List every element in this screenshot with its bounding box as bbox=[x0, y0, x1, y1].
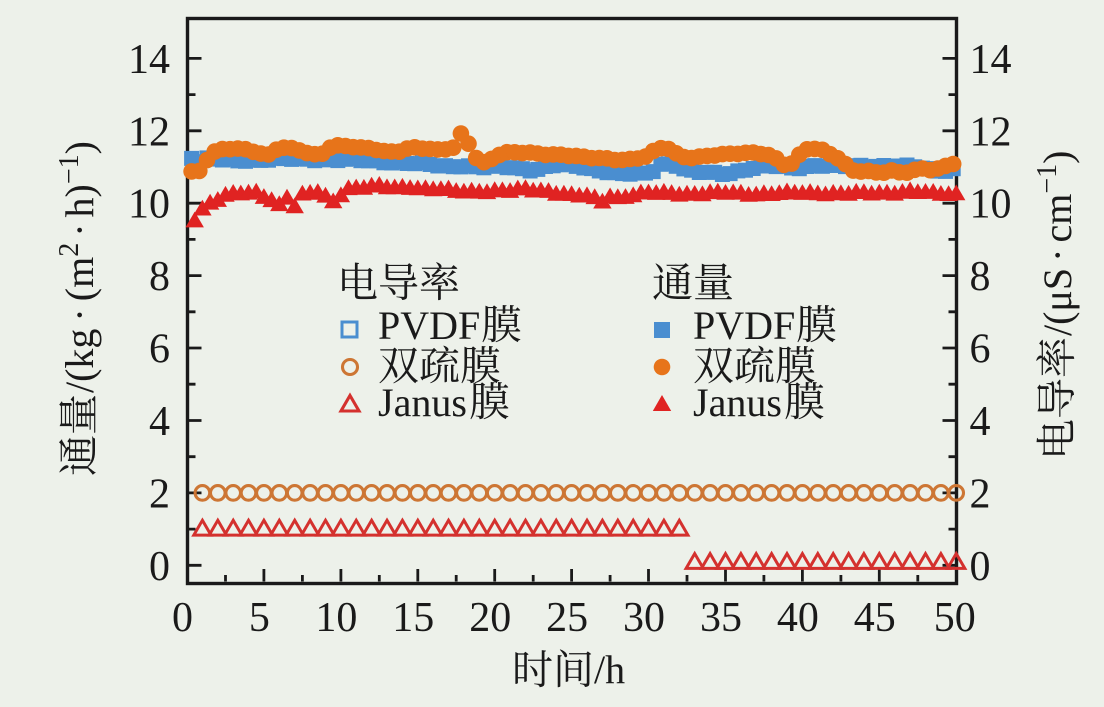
svg-text:4: 4 bbox=[970, 399, 991, 445]
svg-text:45: 45 bbox=[854, 595, 896, 641]
svg-text:PVDF: PVDF bbox=[378, 303, 480, 348]
svg-text:0: 0 bbox=[970, 544, 991, 590]
svg-text:PVDF: PVDF bbox=[693, 303, 795, 348]
svg-text:2: 2 bbox=[149, 471, 170, 517]
svg-text:/(kg·(m2·h)−1): /(kg·(m2·h)−1) bbox=[54, 141, 102, 393]
svg-text:Janus: Janus bbox=[693, 380, 782, 425]
svg-text:6: 6 bbox=[970, 327, 991, 373]
svg-text:0: 0 bbox=[149, 544, 170, 590]
svg-text:50: 50 bbox=[934, 595, 976, 641]
svg-text:8: 8 bbox=[970, 254, 991, 300]
svg-text:15: 15 bbox=[392, 595, 434, 641]
svg-text:25: 25 bbox=[546, 595, 588, 641]
svg-text:12: 12 bbox=[970, 109, 1012, 155]
svg-text:35: 35 bbox=[700, 595, 742, 641]
svg-text:30: 30 bbox=[623, 595, 665, 641]
svg-text:/h: /h bbox=[594, 647, 625, 692]
svg-text:4: 4 bbox=[149, 399, 170, 445]
svg-text:12: 12 bbox=[128, 109, 170, 155]
svg-text:14: 14 bbox=[970, 37, 1012, 83]
svg-text:5: 5 bbox=[249, 595, 270, 641]
svg-text:10: 10 bbox=[315, 595, 357, 641]
svg-text:2: 2 bbox=[970, 471, 991, 517]
svg-text:14: 14 bbox=[128, 37, 170, 83]
svg-text:8: 8 bbox=[149, 254, 170, 300]
svg-text:20: 20 bbox=[469, 595, 511, 641]
svg-text:40: 40 bbox=[777, 595, 819, 641]
svg-text:10: 10 bbox=[970, 182, 1012, 228]
svg-text:Janus: Janus bbox=[378, 380, 467, 425]
svg-text:0: 0 bbox=[172, 595, 193, 641]
svg-text:6: 6 bbox=[149, 327, 170, 373]
svg-text:10: 10 bbox=[128, 182, 170, 228]
